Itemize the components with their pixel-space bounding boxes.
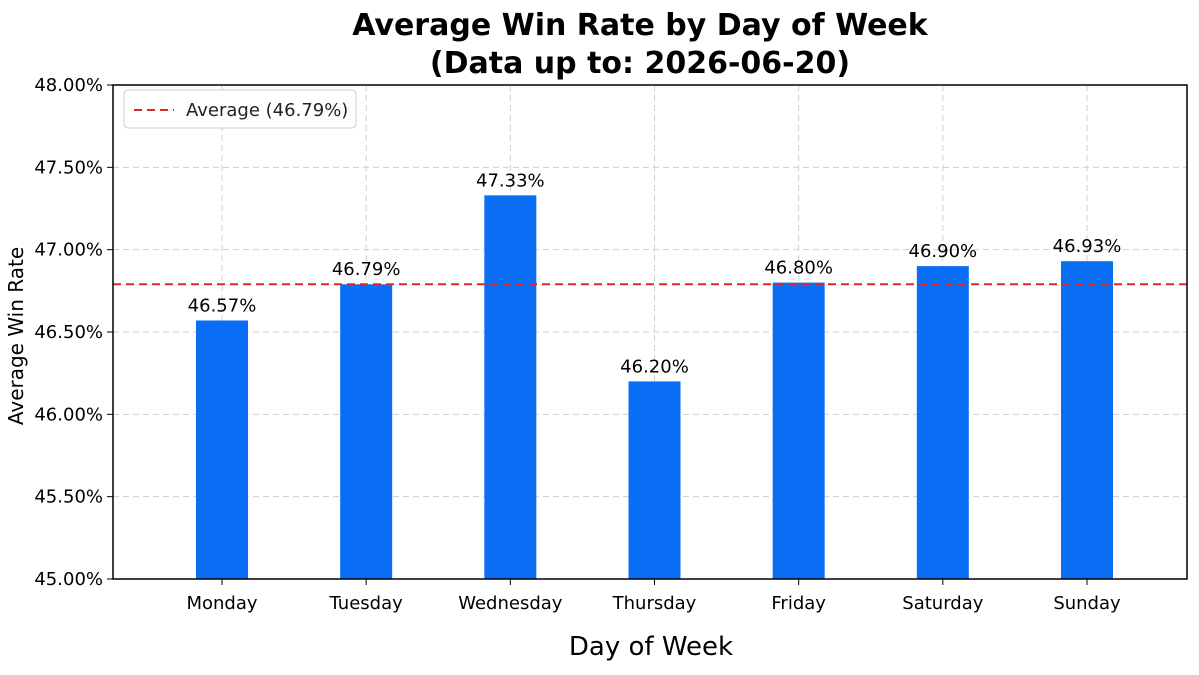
value-label-wednesday: 47.33% <box>476 170 545 191</box>
bar-sunday <box>1061 261 1113 579</box>
value-label-thursday: 46.20% <box>620 356 689 377</box>
value-label-tuesday: 46.79% <box>332 259 401 280</box>
x-tick-label: Wednesday <box>458 593 563 614</box>
x-tick-label: Saturday <box>902 593 983 614</box>
x-tick-label: Thursday <box>612 593 697 614</box>
legend: Average (46.79%) <box>123 89 357 129</box>
y-tick-label: 46.50% <box>34 322 103 343</box>
x-tick-label: Sunday <box>1053 593 1121 614</box>
value-label-monday: 46.57% <box>188 295 257 316</box>
value-label-saturday: 46.90% <box>909 241 978 262</box>
axes: 45.00% 45.50% 46.00% 46.50% 47.00% 47.50% 48.0… <box>34 75 1188 614</box>
value-label-sunday: 46.93% <box>1053 236 1122 257</box>
y-tick-label: 45.00% <box>34 569 103 590</box>
y-axis-label: Average Win Rate <box>4 247 28 425</box>
y-tick-label: 47.00% <box>34 240 103 261</box>
bar-thursday <box>628 381 681 579</box>
bar-friday <box>772 282 825 579</box>
bar-monday <box>196 320 248 579</box>
x-tick-label: Friday <box>771 593 826 614</box>
bars <box>196 195 1113 579</box>
y-tick-label: 48.00% <box>34 75 103 96</box>
y-tick-label: 47.50% <box>34 157 103 178</box>
data-labels: 46.57% 46.79% 47.33% 46.20% 46.80% 46.90% 46.9… <box>188 170 1122 377</box>
bar-tuesday <box>340 284 393 579</box>
legend-average-label: Average (46.79%) <box>186 100 348 121</box>
bar-saturday <box>916 266 969 579</box>
value-label-friday: 46.80% <box>764 258 833 279</box>
chart-title: Average Win Rate by Day of Week <box>352 8 929 43</box>
y-tick-label: 46.00% <box>34 404 103 425</box>
x-axis-label: Day of Week <box>569 632 733 662</box>
y-tick-label: 45.50% <box>34 487 103 508</box>
legend-box <box>123 89 357 129</box>
x-tick-label: Monday <box>186 593 257 614</box>
chart-subtitle: (Data up to: 2026-06-20) <box>430 46 850 81</box>
x-tick-label: Tuesday <box>329 593 404 614</box>
plot-frame <box>112 84 1188 580</box>
bar-wednesday <box>484 195 537 579</box>
